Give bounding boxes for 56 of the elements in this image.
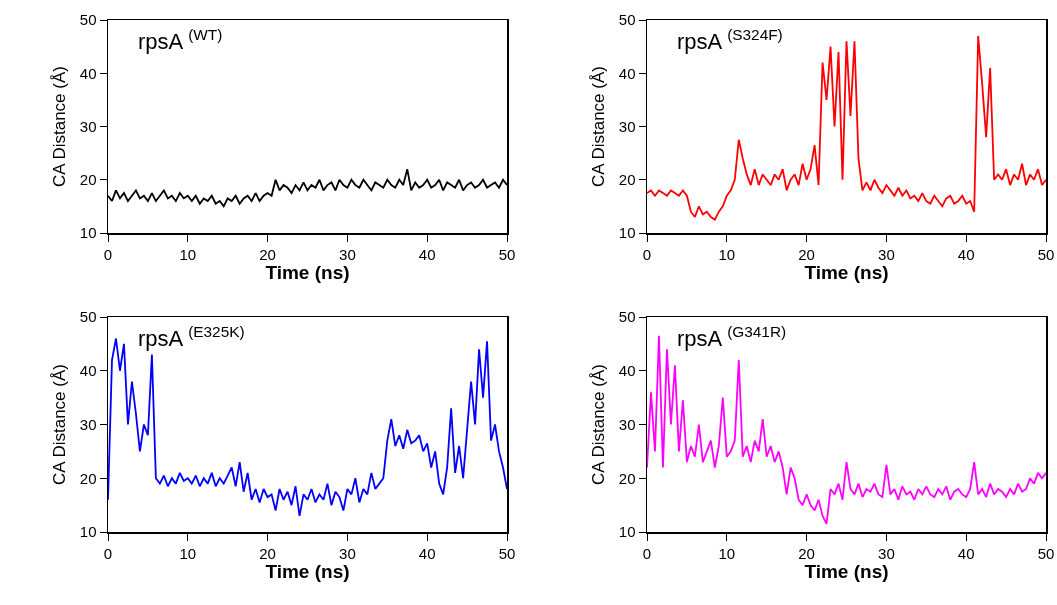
x-tick-label: 20 <box>259 544 276 562</box>
x-tick-label: 30 <box>339 544 356 562</box>
y-tick-label: 30 <box>79 117 97 135</box>
x-tick-label: 30 <box>878 245 895 263</box>
chart-title: rpsA $^{(G341R)}$ <box>677 323 787 352</box>
y-tick-label: 50 <box>79 11 97 29</box>
y-tick-label: 10 <box>618 224 636 242</box>
x-tick-label: 20 <box>798 245 815 263</box>
x-tick-label: 20 <box>798 544 815 562</box>
x-tick-label: 50 <box>1037 544 1055 562</box>
x-axis-title: Time (ns) <box>265 561 350 583</box>
y-tick-label: 20 <box>618 171 636 188</box>
x-tick-label: 50 <box>498 245 516 263</box>
chart-title: rpsA $^{(WT)}$ <box>138 26 223 55</box>
y-tick-label: 50 <box>79 308 97 326</box>
x-tick-label: 10 <box>718 245 736 263</box>
chart-title: rpsA $^{(E325K)}$ <box>138 323 245 352</box>
y-tick-label: 10 <box>79 224 97 242</box>
y-axis-title: CA Distance (Å) <box>588 66 608 187</box>
x-axis-title: Time (ns) <box>804 561 889 583</box>
x-tick-label: 40 <box>418 245 436 263</box>
y-tick-label: 40 <box>618 64 636 82</box>
x-tick-label: 0 <box>103 245 113 263</box>
x-tick-label: 30 <box>339 245 356 263</box>
x-tick-label: 30 <box>878 544 895 562</box>
x-tick-label: 50 <box>1037 245 1055 263</box>
y-tick-label: 10 <box>79 523 97 541</box>
x-tick-label: 10 <box>179 544 197 562</box>
x-axis-title: Time (ns) <box>804 262 889 284</box>
y-tick-label: 40 <box>79 64 97 82</box>
x-tick-label: 40 <box>957 245 975 263</box>
y-tick-label: 20 <box>618 469 636 487</box>
x-tick-label: 10 <box>179 245 197 263</box>
x-tick-label: 20 <box>259 245 276 263</box>
y-axis-title: CA Distance (Å) <box>49 66 69 187</box>
y-tick-label: 20 <box>79 171 97 188</box>
x-tick-label: 0 <box>642 544 652 562</box>
y-tick-label: 30 <box>618 415 636 433</box>
y-tick-label: 50 <box>618 11 636 29</box>
y-axis-title: CA Distance (Å) <box>588 364 608 485</box>
y-tick-label: 30 <box>618 117 636 135</box>
y-tick-label: 20 <box>79 469 97 487</box>
chart-title: rpsA $^{(S324F)}$ <box>677 26 783 55</box>
x-tick-label: 0 <box>642 245 652 263</box>
y-axis-title: CA Distance (Å) <box>49 364 69 485</box>
y-tick-label: 10 <box>618 523 636 541</box>
y-tick-label: 40 <box>79 362 97 379</box>
y-tick-label: 40 <box>618 362 636 379</box>
x-tick-label: 0 <box>103 544 113 562</box>
x-tick-label: 40 <box>418 544 436 562</box>
x-axis-title: Time (ns) <box>265 262 350 284</box>
y-tick-label: 50 <box>618 308 636 326</box>
x-tick-label: 40 <box>957 544 975 562</box>
x-tick-label: 50 <box>498 544 516 562</box>
x-tick-label: 10 <box>718 544 736 562</box>
y-tick-label: 30 <box>79 415 97 433</box>
